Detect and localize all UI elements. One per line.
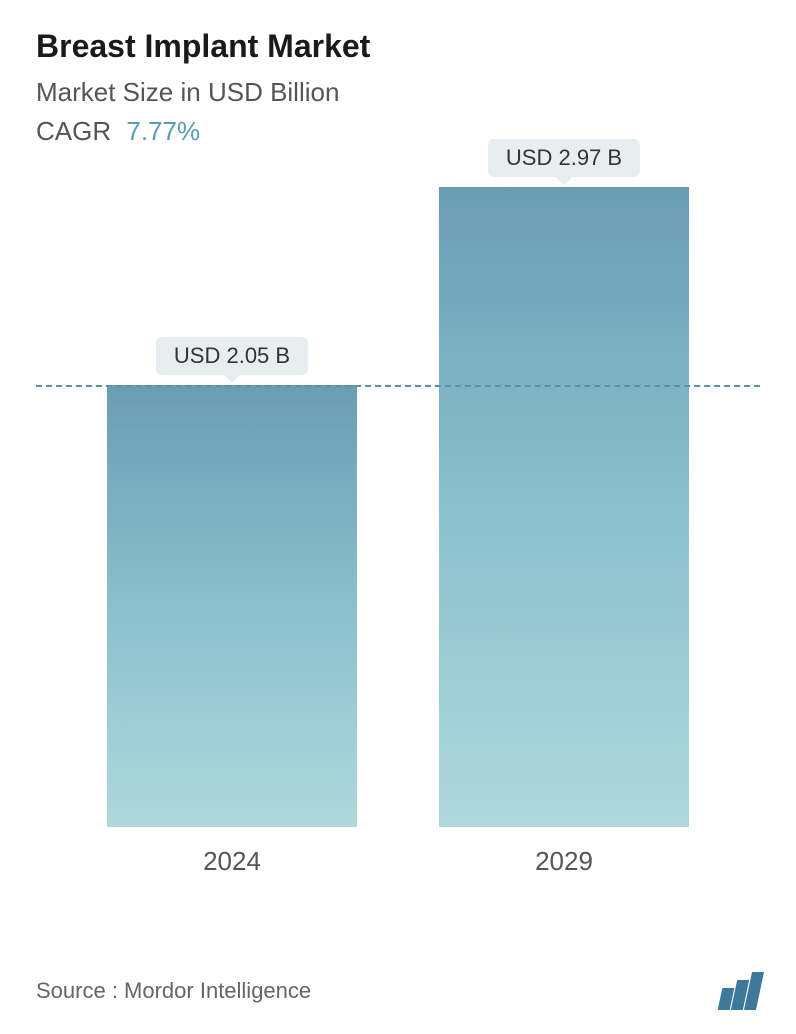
source-text: Source : Mordor Intelligence xyxy=(36,978,311,1004)
bar-value-label: USD 2.05 B xyxy=(156,337,308,375)
reference-line xyxy=(36,385,760,387)
bar: USD 2.97 B xyxy=(439,187,689,827)
year-labels-row: 2024 2029 xyxy=(36,846,760,877)
chart-footer: Source : Mordor Intelligence xyxy=(36,972,760,1010)
chart-subtitle: Market Size in USD Billion xyxy=(36,77,760,108)
bar-group: USD 2.05 B xyxy=(107,385,357,827)
cagr-value: 7.77% xyxy=(126,116,200,146)
bar: USD 2.05 B xyxy=(107,385,357,827)
publisher-logo-icon xyxy=(720,972,760,1010)
chart-title: Breast Implant Market xyxy=(36,28,760,65)
chart-area: USD 2.05 B USD 2.97 B 2024 2029 xyxy=(36,187,760,887)
year-label: 2029 xyxy=(439,846,689,877)
bar-fill xyxy=(439,187,689,827)
year-label: 2024 xyxy=(107,846,357,877)
cagr-label: CAGR xyxy=(36,116,111,146)
chart-container: Breast Implant Market Market Size in USD… xyxy=(0,0,796,1034)
bar-fill xyxy=(107,385,357,827)
bar-group: USD 2.97 B xyxy=(439,187,689,827)
cagr-row: CAGR 7.77% xyxy=(36,116,760,147)
bars-container: USD 2.05 B USD 2.97 B xyxy=(36,187,760,827)
bar-value-label: USD 2.97 B xyxy=(488,139,640,177)
